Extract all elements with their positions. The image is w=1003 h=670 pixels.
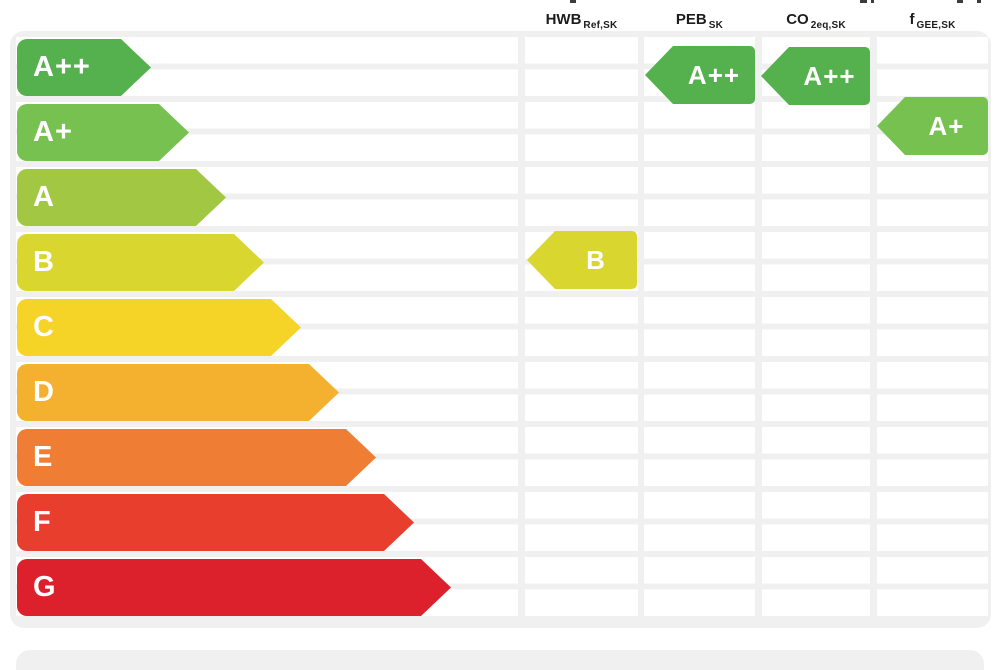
clipped-text-remnant xyxy=(860,0,867,3)
scale-arrow-e: E xyxy=(17,429,376,486)
scale-arrow-a-plus: A+ xyxy=(17,104,189,161)
column-header-fgee-main: f xyxy=(909,11,915,28)
scale-arrow-c: C xyxy=(17,299,301,356)
column-header-co2: CO 2eq,SK xyxy=(762,9,870,31)
indicator-label: A++ xyxy=(803,60,856,91)
column-header-fgee-sub: GEE,SK xyxy=(916,20,956,31)
indicator-label: A++ xyxy=(687,59,741,90)
scale-arrow-g: G xyxy=(17,559,451,616)
scale-arrow-a: A xyxy=(17,169,226,226)
clipped-text-remnant xyxy=(977,0,981,3)
scale-arrow-label: C xyxy=(33,311,55,343)
clipped-text-remnant xyxy=(957,0,963,3)
next-section-bar xyxy=(16,650,984,670)
grid-column-peb xyxy=(644,37,755,616)
scale-arrow-d: D xyxy=(17,364,339,421)
scale-arrow-label: A++ xyxy=(33,51,91,83)
column-header-hwb-sub: Ref,SK xyxy=(583,20,618,31)
scale-arrow-label: D xyxy=(33,376,55,408)
clipped-text-remnant xyxy=(570,0,576,3)
scale-arrow-label: F xyxy=(33,506,52,538)
scale-arrow-f: F xyxy=(17,494,414,551)
indicator-label: A+ xyxy=(928,110,965,141)
scale-arrow-label: A+ xyxy=(33,116,73,148)
column-header-peb-main: PEB xyxy=(675,11,707,28)
column-header-fgee: f GEE,SK xyxy=(877,9,988,31)
scale-arrow-label: B xyxy=(33,246,55,278)
scale-arrow-a-plus-plus: A++ xyxy=(17,39,151,96)
grid-column-co2 xyxy=(762,37,870,616)
clipped-text-remnant xyxy=(871,0,874,3)
scale-arrow-label: E xyxy=(33,441,54,473)
grid-column-hwb xyxy=(525,37,638,616)
column-header-hwb-main: HWB xyxy=(545,11,582,28)
indicator-label: B xyxy=(586,244,606,275)
scale-arrow-b: B xyxy=(17,234,264,291)
column-header-co2-sub: 2eq,SK xyxy=(810,20,846,31)
column-header-co2-main: CO xyxy=(786,11,809,28)
column-header-peb: PEB SK xyxy=(644,9,755,31)
scale-arrow-label: G xyxy=(33,571,57,603)
column-header-hwb: HWB Ref,SK xyxy=(525,9,638,31)
scale-arrow-label: A xyxy=(33,181,55,213)
column-header-peb-sub: SK xyxy=(708,20,724,31)
